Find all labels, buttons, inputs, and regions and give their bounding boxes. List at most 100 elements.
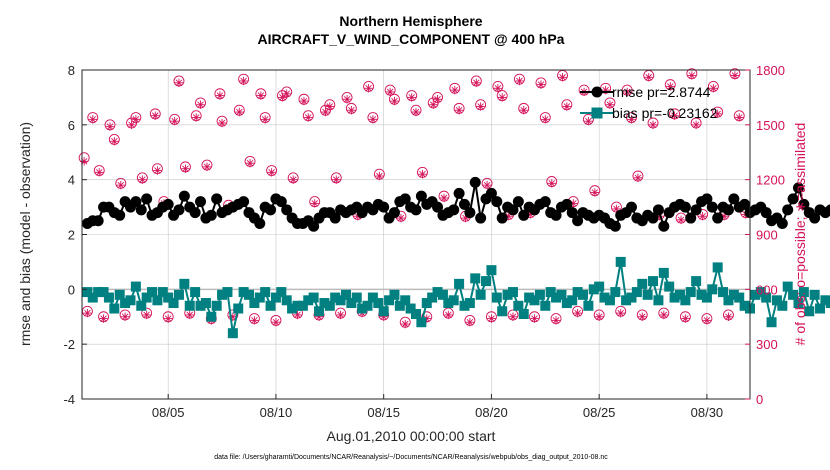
- bias-point: [314, 306, 325, 317]
- rmse-point: [453, 187, 465, 199]
- rmse-point: [399, 193, 411, 205]
- bias-point: [265, 300, 276, 311]
- legend-rmse-label: rmse pr=2.8744: [612, 84, 711, 100]
- bias-point: [545, 287, 556, 298]
- rmse-point: [652, 204, 664, 216]
- bias-point: [448, 295, 459, 306]
- bias-point: [556, 289, 567, 300]
- x-axis-ticks: 08/05 08/10 08/15 08/20 08/25 08/30: [152, 394, 723, 420]
- rmse-point: [485, 187, 497, 199]
- rmse-point: [679, 201, 691, 213]
- obs-assimilated-point: [590, 188, 600, 197]
- obs-assimilated-point: [605, 100, 615, 109]
- rmse-point: [609, 220, 621, 232]
- y-axis-label: rmse and bias (model - observation): [17, 122, 33, 346]
- y2-tick-label: 300: [756, 337, 778, 352]
- bias-point: [287, 303, 298, 314]
- bias-point: [244, 289, 254, 300]
- bias-point: [777, 300, 788, 311]
- bias-point: [103, 292, 114, 303]
- bias-point: [755, 287, 766, 298]
- obs-assimilated-point: [691, 120, 701, 130]
- rmse-point: [722, 204, 734, 216]
- bias-point: [761, 292, 772, 303]
- obs-assimilated-point: [245, 159, 255, 168]
- obs-assimilated-point: [332, 175, 341, 184]
- bias-point: [93, 287, 104, 298]
- bias-point: [793, 298, 804, 309]
- rmse-point: [178, 190, 190, 202]
- rmse-point: [685, 212, 697, 224]
- obs-assimilated-point: [713, 109, 722, 119]
- bias-point: [615, 256, 626, 267]
- obs-assimilated-point: [138, 175, 147, 184]
- obs-assimilated-point: [215, 91, 225, 100]
- bias-point: [454, 278, 465, 289]
- bias-point: [206, 311, 217, 322]
- obs-assimilated-point: [99, 314, 108, 323]
- obs-assimilated-point: [519, 106, 528, 115]
- bias-point: [583, 300, 594, 311]
- bias-point: [804, 306, 815, 317]
- legend-bias-label: bias pr=-0.23162: [612, 105, 718, 121]
- rmse-point: [518, 209, 530, 221]
- rmse-point: [507, 204, 519, 216]
- obs-assimilated-point: [250, 316, 259, 325]
- y-tick-label: 8: [68, 63, 75, 78]
- obs-assimilated-point: [336, 310, 345, 320]
- rmse-point: [512, 196, 524, 208]
- bias-point: [82, 287, 93, 298]
- obs-assimilated-point: [120, 312, 130, 321]
- y2-tick-label: 0: [756, 392, 763, 407]
- rmse-point: [739, 198, 751, 210]
- y2-tick-label: 600: [756, 282, 778, 297]
- obs-assimilated-point: [407, 93, 416, 102]
- obs-assimilated-point: [181, 164, 190, 173]
- bias-point: [87, 292, 98, 303]
- rmse-point: [114, 209, 126, 221]
- obs-assimilated-point: [584, 116, 593, 126]
- bias-point: [211, 300, 222, 311]
- bias-point: [437, 289, 448, 300]
- rmse-point: [135, 204, 147, 216]
- x-tick-label: 08/15: [367, 405, 400, 420]
- rmse-point: [275, 196, 287, 208]
- bias-point: [400, 295, 411, 306]
- obs-assimilated-point: [472, 78, 481, 87]
- obs-assimilated-point: [659, 310, 669, 320]
- rmse-point: [809, 212, 821, 224]
- obs-assimilated-point: [702, 316, 712, 325]
- chart-subtitle: AIRCRAFT_V_WIND_COMPONENT @ 400 hPa: [258, 31, 565, 47]
- bias-point: [217, 289, 228, 300]
- obs-assimilated-point: [497, 93, 507, 102]
- obs-assimilated-point: [202, 162, 212, 172]
- bias-point: [303, 295, 314, 306]
- bias-point: [427, 292, 438, 303]
- obs-assimilated-point: [493, 84, 503, 93]
- rmse-point: [329, 212, 341, 224]
- bias-point: [718, 287, 729, 298]
- bias-point: [664, 281, 675, 292]
- bias-point: [642, 289, 653, 300]
- bias-point: [728, 289, 739, 300]
- obs-assimilated-point: [433, 95, 442, 104]
- bias-point: [190, 287, 201, 298]
- obs-assimilated-point: [364, 84, 373, 93]
- rmse-point: [141, 193, 153, 205]
- bias-point: [766, 317, 777, 328]
- bias-point: [136, 300, 147, 311]
- obs-assimilated-point: [278, 93, 287, 102]
- obs-assimilated-point: [110, 137, 119, 146]
- obs-assimilated-point: [116, 180, 125, 190]
- y2-tick-label: 1200: [756, 173, 785, 188]
- bias-point: [486, 265, 497, 276]
- y-tick-label: 2: [68, 228, 75, 243]
- bias-point: [658, 267, 669, 278]
- bias-point: [669, 292, 680, 303]
- obs-assimilated-point: [153, 166, 162, 175]
- y2-tick-label: 1800: [756, 63, 785, 78]
- obs-assimilated-point: [670, 111, 679, 120]
- obs-assimilated-point: [444, 310, 453, 320]
- bias-point: [292, 300, 303, 311]
- bias-point: [432, 287, 443, 298]
